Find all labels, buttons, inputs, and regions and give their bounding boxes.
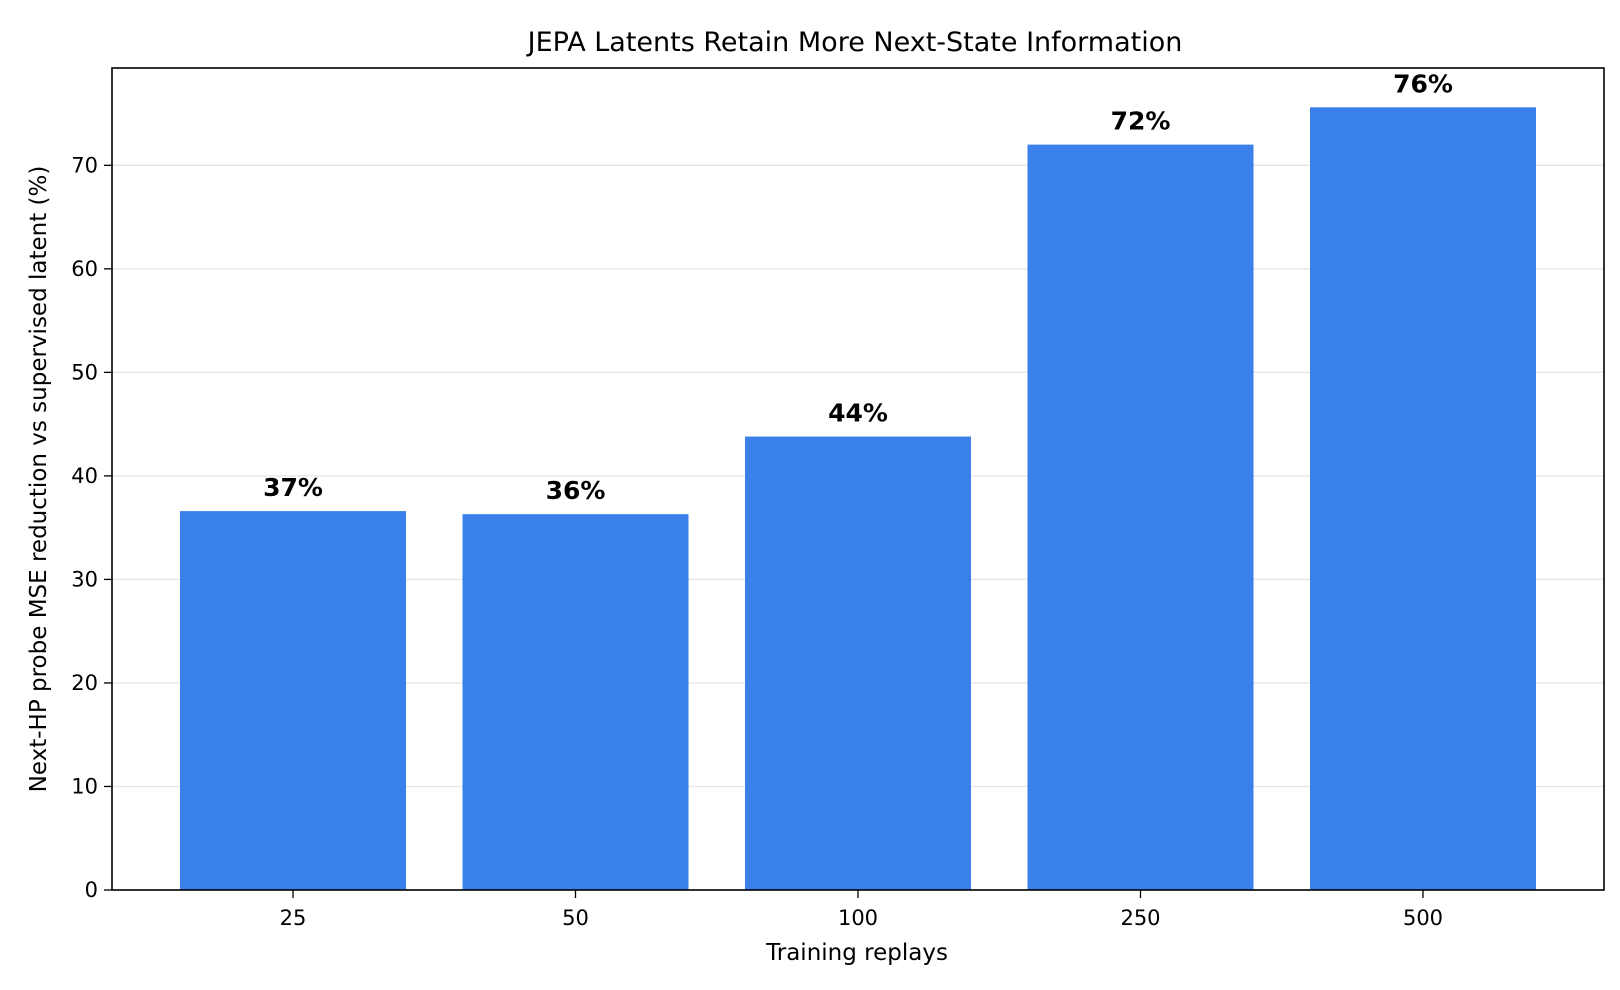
y-tick-label: 70 <box>71 153 98 177</box>
data-label: 76% <box>1393 69 1453 98</box>
x-tick-label: 250 <box>1120 906 1160 930</box>
y-tick-label: 30 <box>71 567 98 591</box>
y-tick-label: 10 <box>71 774 98 798</box>
data-label: 36% <box>546 476 606 505</box>
x-axis-label: Training replays <box>765 940 948 966</box>
y-axis-ticks: 0 10 20 30 40 50 60 70 <box>71 153 112 902</box>
bar <box>462 514 689 890</box>
y-tick-label: 50 <box>71 360 98 384</box>
y-tick-label: 0 <box>85 878 98 902</box>
chart-title: JEPA Latents Retain More Next-State Info… <box>526 27 1183 58</box>
data-label: 44% <box>828 399 888 428</box>
x-tick-label: 50 <box>562 906 589 930</box>
bars <box>180 107 1536 891</box>
y-tick-label: 40 <box>71 464 98 488</box>
x-tick-label: 25 <box>280 906 307 930</box>
bar <box>1310 107 1536 891</box>
data-labels: 37% 36% 44% 72% 76% <box>263 69 1453 505</box>
x-tick-label: 100 <box>838 906 878 930</box>
bar <box>1027 144 1254 891</box>
bar <box>180 511 406 890</box>
x-tick-label: 500 <box>1403 906 1443 930</box>
y-axis-label: Next-HP probe MSE reduction vs supervise… <box>26 166 52 793</box>
y-tick-label: 60 <box>71 257 98 281</box>
y-tick-label: 20 <box>71 671 98 695</box>
data-label: 37% <box>263 473 323 502</box>
x-axis-ticks: 25 50 100 250 500 <box>280 890 1443 930</box>
data-label: 72% <box>1111 107 1171 136</box>
bar <box>745 436 971 890</box>
